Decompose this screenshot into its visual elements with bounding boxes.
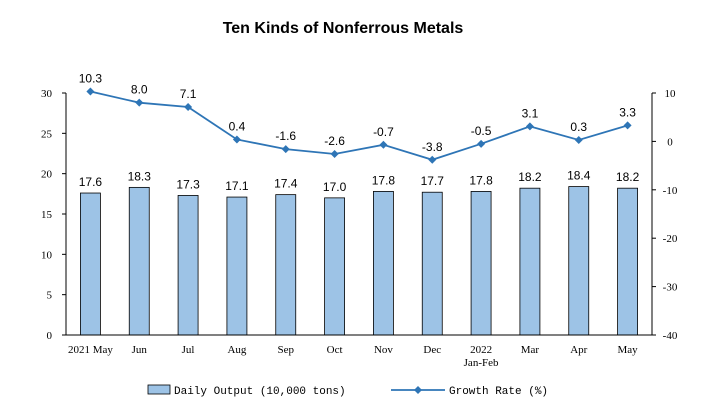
line-point xyxy=(428,155,437,164)
x-axis-tick-label: Nov xyxy=(374,344,393,356)
bar xyxy=(324,197,345,336)
line-point xyxy=(525,122,534,131)
bar xyxy=(275,194,297,336)
right-axis-tick-label: -40 xyxy=(663,330,678,342)
right-axis: -40 -30 -20 -10 0 10 xyxy=(651,88,678,342)
left-axis-tick-label: 20 xyxy=(41,169,53,181)
bar-value-label: 17.6 xyxy=(79,175,103,189)
line-value-label: 3.1 xyxy=(522,106,539,120)
right-axis-tick-label: 0 xyxy=(667,136,673,148)
line-point xyxy=(623,121,632,130)
line-point xyxy=(574,135,583,144)
bar-value-label: 17.8 xyxy=(372,173,396,187)
x-axis-tick-label: Apr xyxy=(570,344,587,356)
chart-title: Ten Kinds of Nonferrous Metals xyxy=(222,20,464,37)
bar xyxy=(421,191,443,336)
bar xyxy=(568,186,590,336)
line-value-label: 8.0 xyxy=(131,83,148,97)
bar xyxy=(519,187,541,336)
left-axis-tick-label: 15 xyxy=(41,209,53,221)
bar-value-label: 17.8 xyxy=(469,173,493,187)
line-value-label: -1.6 xyxy=(275,129,296,143)
line-value-label: -0.5 xyxy=(471,124,492,138)
left-axis-tick-label: 0 xyxy=(47,330,53,342)
bar-value-label: 18.2 xyxy=(518,170,542,184)
legend-bar-label: Daily Output (10,000 tons) xyxy=(174,386,346,398)
x-axis-tick-label: Jul xyxy=(182,344,195,356)
left-axis: 0 5 10 15 20 25 30 xyxy=(41,88,67,342)
line-point xyxy=(184,103,193,112)
line-value-label: 7.1 xyxy=(180,87,197,101)
bar-series: 17.6 18.3 17.3 17.1 17.4 17.0 17.8 17.7 17.8 18.2… xyxy=(79,169,640,336)
line-point xyxy=(330,149,339,158)
line-point xyxy=(379,140,388,149)
bar-value-label: 17.7 xyxy=(421,174,445,188)
bar xyxy=(617,187,638,336)
bar-value-label: 17.3 xyxy=(176,177,200,191)
x-axis-tick-label: 2021 May xyxy=(68,344,113,356)
line-value-label: 10.3 xyxy=(79,72,103,86)
growth-rate-line xyxy=(90,90,628,161)
line-point xyxy=(477,139,486,148)
line-value-label: -3.8 xyxy=(422,140,443,154)
bar-value-label: 18.2 xyxy=(616,170,640,184)
x-axis: 2021 May Jun Jul Aug Sep Oct Nov Dec 2022Jan-Feb… xyxy=(66,334,652,369)
x-axis-tick-label: Sep xyxy=(278,344,295,356)
right-axis-tick-label: 10 xyxy=(665,88,677,100)
line-value-label: -0.7 xyxy=(373,125,394,139)
bar xyxy=(226,196,248,336)
line-value-label: -2.6 xyxy=(324,134,345,148)
bar-value-label: 17.0 xyxy=(323,180,347,194)
x-axis-tick-label: Mar xyxy=(521,344,540,356)
line-point xyxy=(281,145,290,154)
bar xyxy=(177,195,199,336)
x-axis-tick-label: Jan-Feb xyxy=(464,357,499,369)
legend: Daily Output (10,000 tons) Growth Rate (%… xyxy=(147,384,548,398)
x-axis-tick-label: 2022 xyxy=(470,344,492,356)
line-value-label: 0.3 xyxy=(570,120,587,134)
x-axis-tick-label: Jun xyxy=(132,344,148,356)
right-axis-tick-label: -30 xyxy=(663,282,678,294)
line-point xyxy=(135,98,144,107)
bar xyxy=(80,192,101,336)
bar-value-label: 18.3 xyxy=(128,169,152,183)
line-value-label: 0.4 xyxy=(229,119,246,133)
legend-bar-swatch xyxy=(147,384,171,395)
bar-value-label: 18.4 xyxy=(567,169,591,183)
x-axis-tick-label: Dec xyxy=(423,344,441,356)
line-point xyxy=(232,135,241,144)
left-axis-tick-label: 25 xyxy=(41,128,53,140)
bar xyxy=(470,191,492,336)
legend-line-marker xyxy=(414,386,422,394)
x-axis-tick-label: May xyxy=(617,344,638,356)
line-series: 10.3 8.0 7.1 0.4 -1.6 -2.6 -0.7 -3.8 -0.5 3.1 0.3 3… xyxy=(79,72,636,164)
bar-value-label: 17.1 xyxy=(225,179,249,193)
left-axis-tick-label: 10 xyxy=(41,249,53,261)
line-point xyxy=(86,87,95,96)
x-axis-tick-label: Oct xyxy=(327,344,343,356)
left-axis-tick-label: 30 xyxy=(41,88,53,100)
line-value-label: 3.3 xyxy=(619,105,636,119)
legend-line-label: Growth Rate (%) xyxy=(449,386,548,398)
bar-value-label: 17.4 xyxy=(274,177,298,191)
bar xyxy=(373,191,394,336)
left-axis-tick-label: 5 xyxy=(47,290,53,302)
right-axis-tick-label: -20 xyxy=(663,233,678,245)
x-axis-tick-label: Aug xyxy=(227,344,246,356)
right-axis-tick-label: -10 xyxy=(663,185,678,197)
bar xyxy=(128,186,150,336)
